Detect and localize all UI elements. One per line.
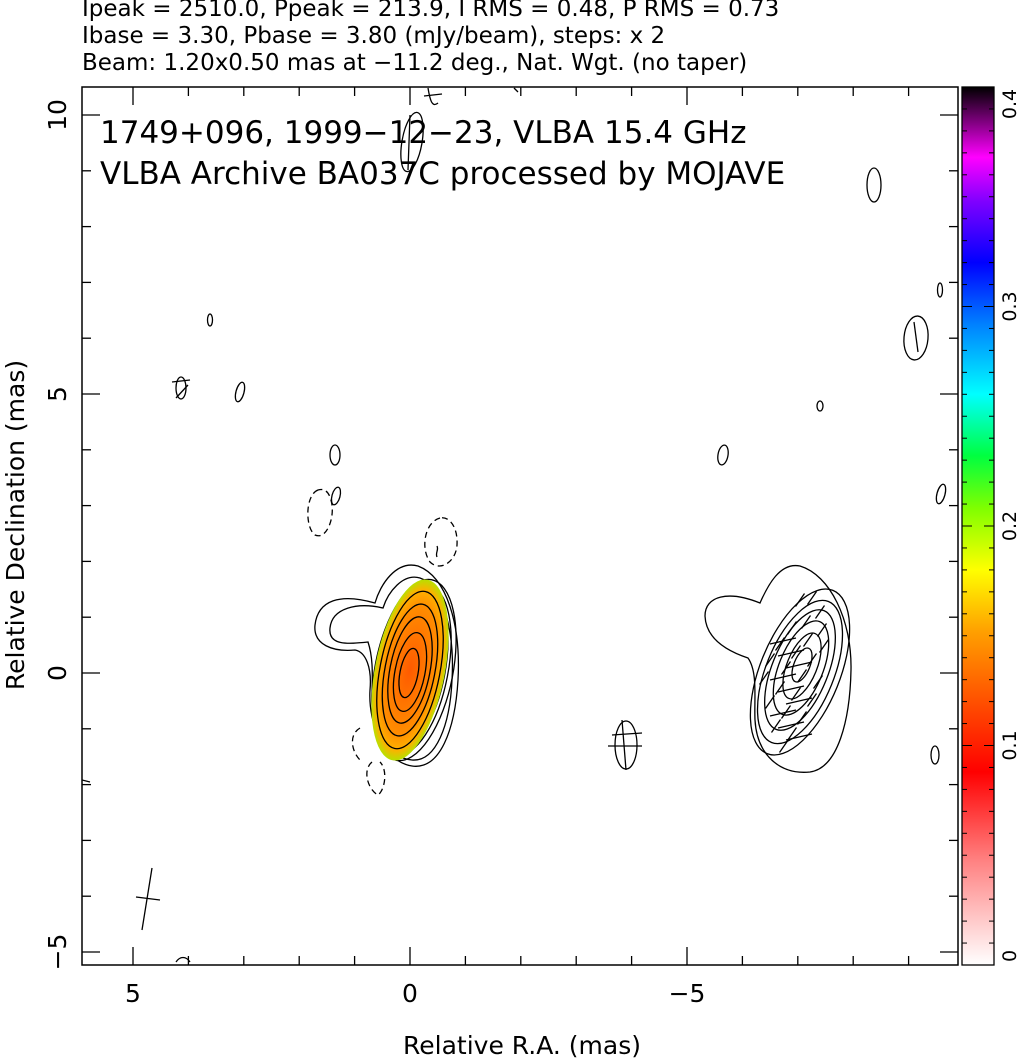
x-tick-label: 0 bbox=[402, 979, 418, 1008]
polarization-vector bbox=[785, 697, 813, 705]
colorbar-tick-label: 0.1 bbox=[999, 730, 1021, 760]
polarization-vector bbox=[770, 719, 782, 733]
polarization-vector bbox=[785, 733, 813, 741]
polarization-vector bbox=[814, 605, 826, 619]
polarization-vector bbox=[790, 687, 802, 701]
annotation-line-2: VLBA Archive BA037C processed by MOJAVE bbox=[100, 156, 785, 192]
y-tick-label: 5 bbox=[43, 386, 72, 402]
polarization-vectors bbox=[758, 591, 830, 753]
polarization-vector bbox=[800, 615, 812, 629]
polarization-vector bbox=[816, 623, 828, 637]
polarization-vector bbox=[764, 695, 776, 709]
colorbar-tick-label: 0.3 bbox=[999, 291, 1021, 321]
x-tick-label: 5 bbox=[125, 979, 141, 1008]
colorbar-tick-label: 0 bbox=[999, 950, 1021, 962]
polarization-vector bbox=[777, 649, 805, 657]
polarization-vector bbox=[774, 637, 786, 651]
header-line-2: Ibase = 3.30, Pbase = 3.80 (mJy/beam), s… bbox=[82, 23, 666, 49]
polarization-vector bbox=[774, 681, 786, 695]
x-axis-label: Relative R.A. (mas) bbox=[403, 1031, 641, 1060]
colorbar-tick-label: 0.2 bbox=[999, 511, 1021, 541]
plot-frame bbox=[81, 86, 959, 966]
polarization-vector bbox=[796, 711, 808, 725]
noise-contours bbox=[82, 87, 947, 963]
y-tick-label: −5 bbox=[43, 934, 72, 971]
polarization-vector bbox=[812, 675, 824, 689]
axis-ticks bbox=[82, 87, 958, 965]
vector-panel bbox=[704, 564, 852, 773]
y-tick-label: 10 bbox=[43, 99, 72, 131]
colorbar-ticks bbox=[962, 86, 994, 966]
header-line-3: Beam: 1.20x0.50 mas at −11.2 deg., Nat. … bbox=[82, 50, 748, 76]
tick-labels: 5 0 −5 −5 0 5 10 0 0.1 0.2 0.3 0.4 bbox=[43, 89, 1021, 1008]
polarization-vector bbox=[794, 593, 806, 607]
polarization-vector bbox=[777, 721, 805, 729]
polarization-colour-core bbox=[371, 579, 449, 761]
x-tick-label: −5 bbox=[669, 979, 706, 1008]
polarization-vector bbox=[785, 661, 813, 669]
core-inner-contours bbox=[376, 590, 444, 750]
intensity-panel bbox=[314, 564, 460, 767]
polarization-vector bbox=[777, 685, 805, 693]
annotation-line-1: 1749+096, 1999−12−23, VLBA 15.4 GHz bbox=[100, 115, 746, 151]
polarization-vector bbox=[818, 639, 830, 653]
header-line-1: Ipeak = 2510.0, Ppeak = 213.9, I RMS = 0… bbox=[82, 0, 780, 22]
right-core-contours bbox=[749, 588, 851, 756]
polarization-vector bbox=[786, 621, 798, 635]
polarization-vector bbox=[806, 693, 818, 707]
polarization-vector bbox=[769, 637, 797, 645]
colorbar bbox=[961, 86, 995, 966]
polarization-vector bbox=[778, 739, 790, 753]
polarization-vector bbox=[802, 633, 814, 647]
polarization-vector bbox=[758, 671, 770, 685]
polarization-vector bbox=[764, 653, 776, 667]
polarization-vector bbox=[769, 709, 797, 717]
polarization-vector bbox=[786, 727, 798, 741]
polarization-vector bbox=[806, 653, 818, 667]
polarization-vector bbox=[769, 673, 797, 681]
polarization-vector bbox=[796, 669, 808, 683]
y-axis-label: Relative Declination (mas) bbox=[1, 360, 30, 690]
outer-contour-right bbox=[704, 564, 852, 773]
polarization-vector bbox=[806, 591, 818, 605]
y-tick-label: 0 bbox=[43, 665, 72, 681]
colorbar-tick-label: 0.4 bbox=[999, 89, 1021, 119]
